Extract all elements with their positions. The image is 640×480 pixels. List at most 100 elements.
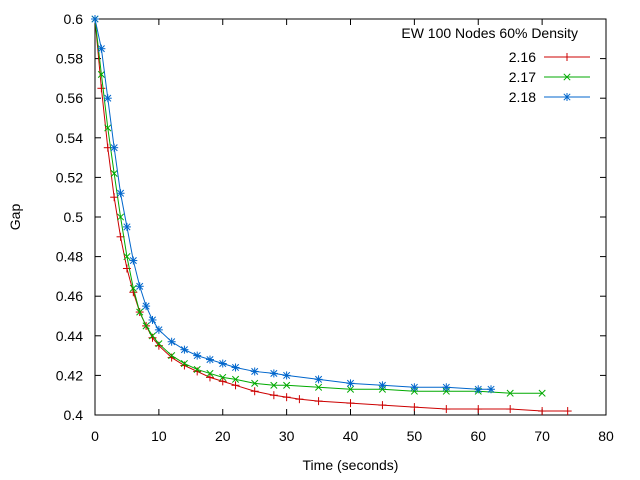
series-layer <box>91 15 572 416</box>
data-point <box>269 369 278 378</box>
y-tick-label: 0.6 <box>64 11 84 27</box>
data-point <box>97 70 105 78</box>
data-point <box>231 381 240 390</box>
data-point <box>269 391 278 400</box>
data-point <box>116 213 125 221</box>
data-point <box>123 253 131 261</box>
data-point <box>218 359 227 368</box>
data-point <box>168 352 176 360</box>
data-point <box>315 383 323 391</box>
data-point <box>129 256 138 265</box>
data-point <box>563 407 572 416</box>
y-tick-label: 0.58 <box>56 51 83 67</box>
data-point <box>148 332 157 340</box>
data-point <box>104 124 112 132</box>
data-point <box>193 351 202 360</box>
legend-marker <box>563 93 571 101</box>
y-tick-label: 0.44 <box>56 328 83 344</box>
data-point <box>167 337 176 346</box>
data-point <box>142 302 151 311</box>
data-point <box>270 381 278 389</box>
series-line <box>94 18 543 394</box>
data-point <box>282 393 291 402</box>
data-point <box>205 355 214 364</box>
y-tick-label: 0.52 <box>56 169 83 185</box>
x-axis-title: Time (seconds) <box>303 457 399 473</box>
y-tick-label: 0.54 <box>56 130 83 146</box>
data-point <box>180 361 189 370</box>
data-point <box>155 340 163 348</box>
data-point <box>282 371 291 380</box>
legend-marker <box>563 53 571 61</box>
data-point <box>474 385 483 394</box>
data-point <box>250 367 259 376</box>
data-point <box>91 15 99 23</box>
legend-marker <box>563 73 571 81</box>
legend: EW 100 Nodes 60% Density 2.16 2.17 2.18 <box>401 25 590 105</box>
x-tick-label: 10 <box>151 428 167 444</box>
legend-label: 2.18 <box>509 89 536 105</box>
data-point <box>193 365 201 374</box>
data-point <box>231 363 240 372</box>
data-point <box>487 385 496 394</box>
data-point <box>442 383 451 392</box>
legend-title: EW 100 Nodes 60% Density <box>401 25 578 41</box>
data-point <box>218 377 227 386</box>
y-tick-label: 0.48 <box>56 249 83 265</box>
data-point <box>142 322 150 330</box>
data-point <box>154 325 163 334</box>
data-point <box>295 395 304 404</box>
y-axis: 0.4 0.42 0.44 0.46 0.48 0.5 0.52 0.54 0.56 0.58 0.… <box>56 11 606 423</box>
x-tick-label: 60 <box>470 428 486 444</box>
data-point <box>116 189 125 198</box>
y-tick-label: 0.56 <box>56 90 83 106</box>
x-tick-label: 50 <box>407 428 423 444</box>
data-point <box>314 375 323 384</box>
data-point <box>410 403 419 412</box>
data-point <box>129 284 137 292</box>
data-point <box>103 94 112 103</box>
data-point <box>346 379 355 388</box>
legend-label: 2.17 <box>509 69 536 85</box>
x-tick-label: 30 <box>279 428 295 444</box>
data-point <box>110 169 118 177</box>
data-point <box>97 44 106 53</box>
data-point <box>538 407 547 416</box>
data-point <box>474 405 483 414</box>
data-point <box>346 385 355 393</box>
data-point <box>205 373 214 382</box>
data-point <box>506 389 514 397</box>
series-2-16 <box>91 15 572 416</box>
data-point <box>378 381 387 390</box>
y-tick-label: 0.4 <box>64 407 84 423</box>
data-point <box>148 315 157 324</box>
legend-label: 2.16 <box>509 49 536 65</box>
x-tick-label: 0 <box>91 428 99 444</box>
data-point <box>442 405 451 414</box>
y-tick-label: 0.5 <box>64 209 84 225</box>
series-2-18 <box>91 15 496 394</box>
data-point <box>231 375 240 383</box>
x-tick-label: 40 <box>343 428 359 444</box>
data-point <box>378 401 387 410</box>
y-axis-title: Gap <box>7 204 23 231</box>
data-point <box>538 389 546 397</box>
data-point <box>135 282 144 291</box>
data-point <box>206 369 214 377</box>
x-tick-label: 70 <box>534 428 550 444</box>
y-tick-label: 0.42 <box>56 367 83 383</box>
data-point <box>122 222 131 231</box>
data-point <box>110 193 119 202</box>
data-point <box>219 373 227 381</box>
data-point <box>180 359 188 368</box>
data-point <box>251 379 259 387</box>
data-point <box>283 381 291 389</box>
y-tick-label: 0.46 <box>56 288 83 304</box>
series-2-17 <box>91 15 546 397</box>
data-point <box>116 232 125 241</box>
series-line <box>94 18 568 412</box>
data-point <box>410 383 419 392</box>
data-point <box>314 397 323 406</box>
x-tick-label: 80 <box>598 428 614 444</box>
